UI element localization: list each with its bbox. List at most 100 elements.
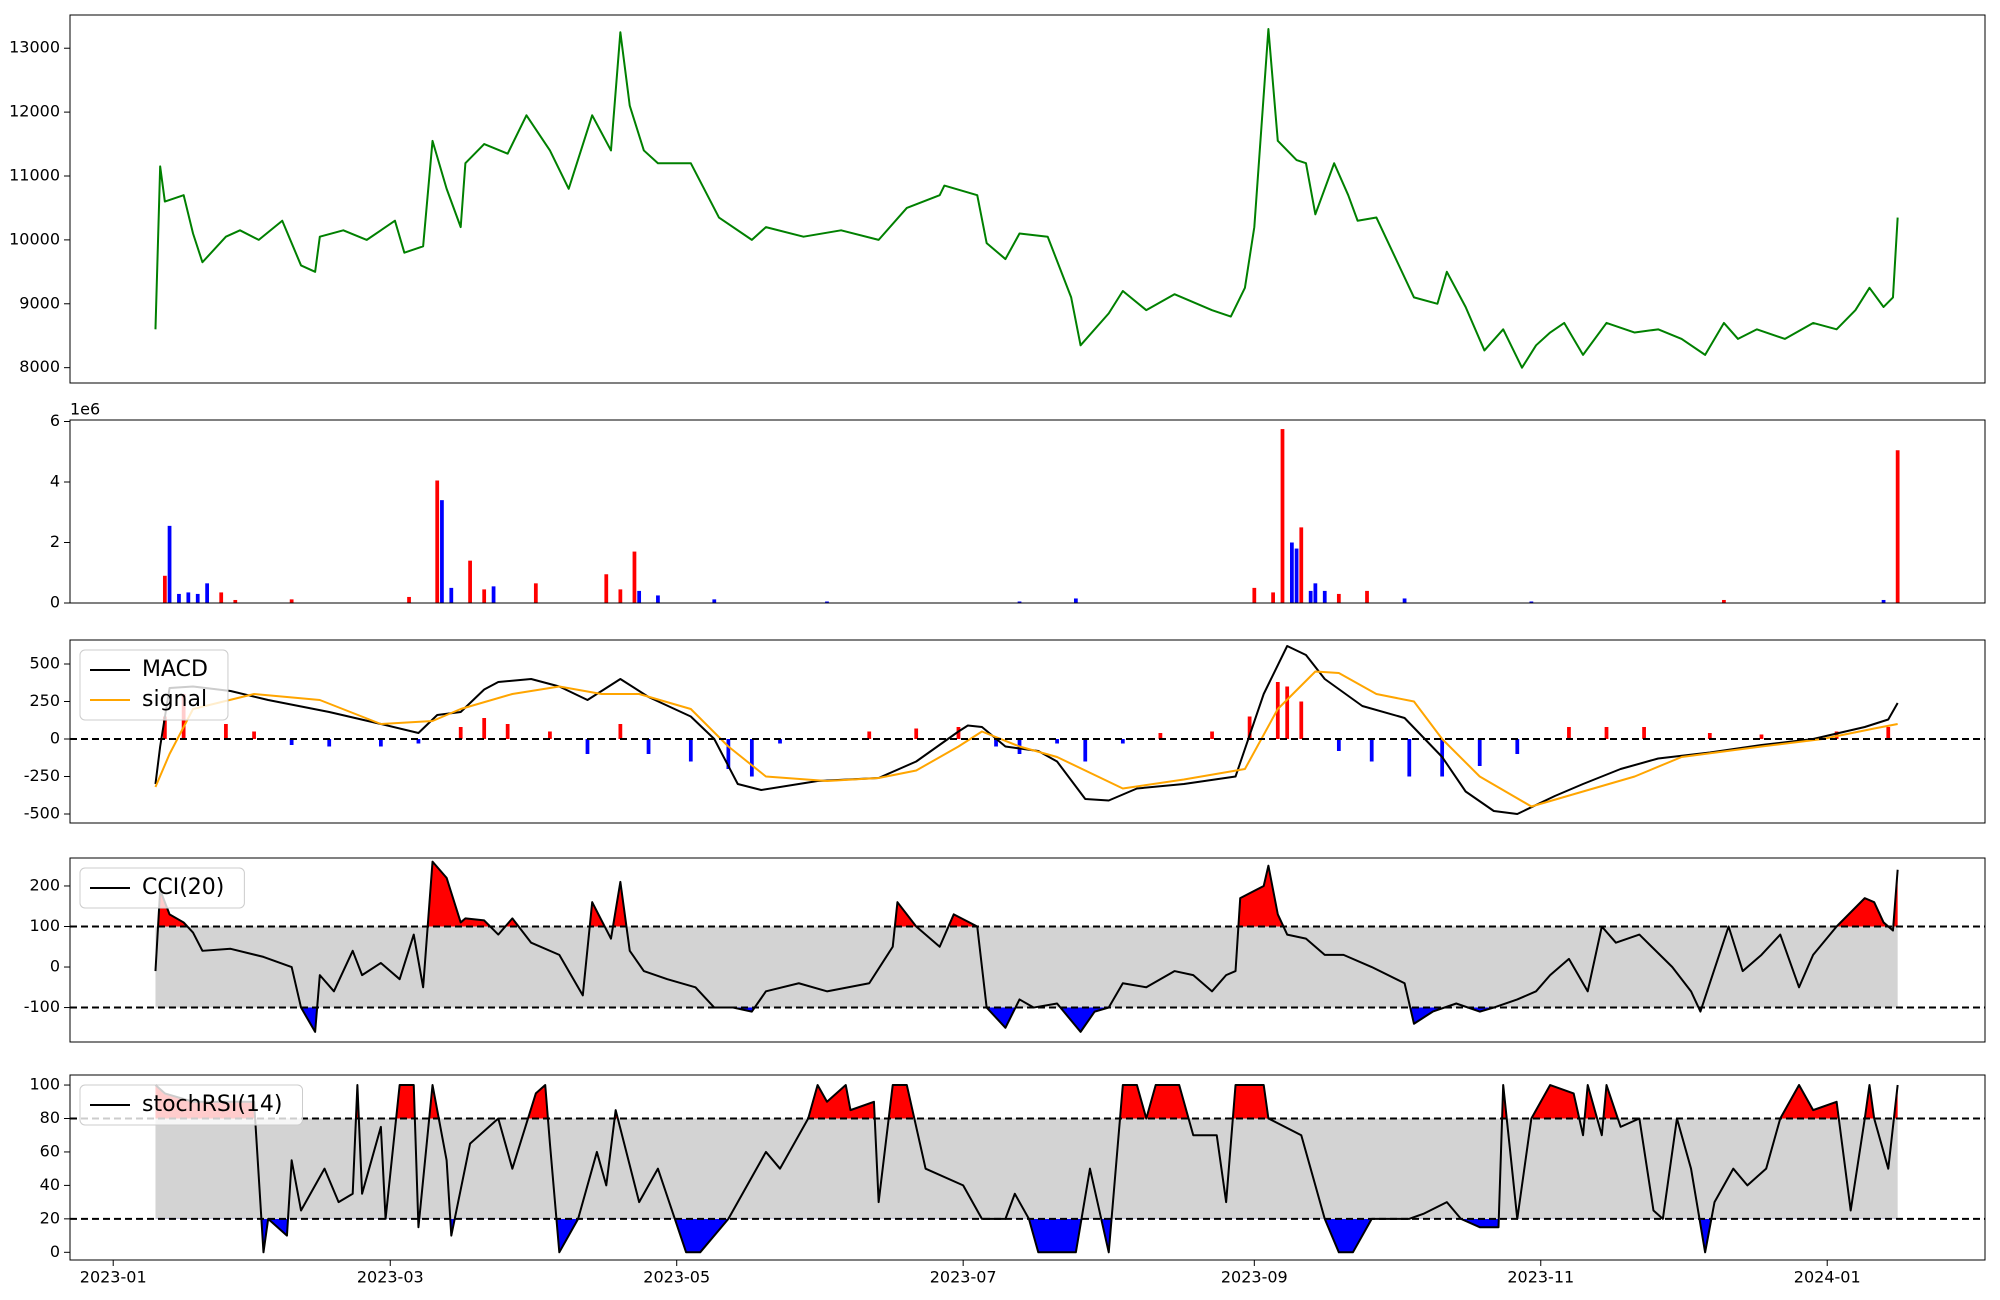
histogram-bar bbox=[1285, 686, 1290, 739]
volume-bar bbox=[1252, 587, 1257, 603]
volume-bar bbox=[219, 592, 224, 603]
volume-bar bbox=[1313, 583, 1318, 603]
histogram-bar bbox=[252, 731, 256, 739]
y-tick-label: 6 bbox=[50, 411, 60, 430]
volume-bar bbox=[632, 551, 637, 603]
legend-label: stochRSI(14) bbox=[142, 1092, 283, 1117]
x-tick-label: 2023-09 bbox=[1221, 1268, 1288, 1287]
y-tick-label: 40 bbox=[40, 1175, 60, 1194]
histogram-bar bbox=[1407, 739, 1412, 777]
histogram-bar bbox=[956, 727, 961, 739]
legend-label: signal bbox=[142, 687, 207, 712]
y-tick-label: -100 bbox=[24, 997, 60, 1016]
volume-bar bbox=[186, 592, 191, 603]
y-tick-label: 100 bbox=[29, 916, 60, 935]
volume-bar bbox=[162, 575, 167, 603]
histogram-bar bbox=[914, 728, 919, 739]
volume-bar bbox=[1881, 599, 1886, 603]
panel: 0 2 4 6 1e6 bbox=[50, 400, 1986, 612]
volume-bar bbox=[656, 595, 660, 603]
x-tick-label: 2024-01 bbox=[1794, 1268, 1861, 1287]
volume-bar bbox=[491, 586, 496, 603]
y-tick-label: 0 bbox=[50, 729, 60, 748]
histogram-bar bbox=[867, 731, 872, 739]
y-tick-label: 500 bbox=[29, 654, 60, 673]
histogram-bar bbox=[1120, 739, 1125, 744]
y-tick-label: 80 bbox=[40, 1108, 60, 1127]
axes-frame bbox=[69, 14, 1986, 384]
band-fill bbox=[155, 1118, 1898, 1219]
y-tick-label: 0 bbox=[50, 957, 60, 976]
y-tick-label: 0 bbox=[50, 593, 60, 612]
y-tick-label: -500 bbox=[24, 804, 60, 823]
histogram-bar bbox=[1886, 727, 1891, 739]
band-fill bbox=[155, 926, 1898, 1008]
volume-bar bbox=[1294, 548, 1299, 603]
volume-bar bbox=[468, 560, 472, 603]
above-fill bbox=[155, 1085, 1898, 1119]
volume-bar bbox=[289, 599, 294, 603]
histogram-bar bbox=[1369, 739, 1374, 762]
x-tick-label: 2023-05 bbox=[643, 1268, 710, 1287]
legend-box bbox=[79, 649, 229, 721]
volume-bar bbox=[177, 593, 181, 603]
volume-bar bbox=[482, 589, 487, 603]
volume-bar bbox=[533, 583, 538, 603]
histogram-bar bbox=[749, 739, 754, 777]
x-tick-label: 2023-07 bbox=[930, 1268, 997, 1287]
series-line bbox=[154, 28, 1899, 369]
histogram-bar bbox=[1567, 727, 1571, 739]
volume-bar bbox=[618, 589, 623, 603]
volume-bar bbox=[1895, 450, 1900, 603]
series-line bbox=[154, 860, 1899, 1033]
volume-bar bbox=[449, 587, 454, 603]
histogram-bar bbox=[458, 727, 463, 739]
histogram-bar bbox=[378, 739, 383, 747]
volume-bar bbox=[1722, 599, 1726, 603]
volume-bar bbox=[825, 601, 829, 603]
histogram-bar bbox=[618, 724, 623, 739]
x-tick-label: 2023-03 bbox=[357, 1268, 424, 1287]
axes-frame bbox=[69, 857, 1986, 1043]
histogram-bar bbox=[688, 739, 693, 762]
y-tick-label: 13000 bbox=[9, 38, 60, 57]
histogram-bar bbox=[1707, 733, 1712, 739]
volume-bar bbox=[1322, 590, 1327, 603]
histogram-bar bbox=[548, 731, 552, 739]
legend-label: MACD bbox=[142, 657, 208, 682]
axes-frame bbox=[69, 639, 1986, 824]
histogram-bar bbox=[1642, 727, 1646, 739]
histogram-bar bbox=[1515, 739, 1520, 754]
panel: 0 20 40 60 80 100 2023-01 2023-03 2023-05 2023-07… bbox=[29, 1074, 1986, 1287]
axes-frame bbox=[69, 1074, 1986, 1261]
y-tick-label: 9000 bbox=[19, 293, 60, 312]
volume-bar bbox=[1017, 601, 1022, 603]
legend-box bbox=[79, 1084, 303, 1126]
y-tick-label: 2 bbox=[50, 532, 60, 551]
volume-bar bbox=[604, 574, 609, 603]
legend-label: CCI(20) bbox=[142, 875, 224, 900]
axes-frame bbox=[69, 419, 1986, 604]
histogram-bar bbox=[1299, 701, 1304, 739]
panel: 8000 9000 10000 11000 12000 13000 bbox=[9, 14, 1986, 384]
panel: -100 0 100 200 CCI(20) bbox=[24, 857, 1986, 1043]
volume-bar bbox=[1271, 592, 1275, 603]
volume-bar bbox=[1299, 527, 1304, 603]
volume-bar bbox=[712, 599, 717, 603]
histogram-bar bbox=[1055, 739, 1059, 744]
y-tick-label: 12000 bbox=[9, 102, 60, 121]
volume-bar bbox=[1336, 593, 1341, 603]
y-tick-label: 250 bbox=[29, 691, 60, 710]
volume-bar bbox=[1529, 601, 1534, 603]
histogram-bar bbox=[1604, 727, 1609, 739]
y-tick-label: 4 bbox=[50, 472, 60, 491]
volume-bar bbox=[440, 500, 444, 603]
histogram-bar bbox=[289, 739, 294, 745]
volume-bar bbox=[195, 593, 200, 603]
histogram-bar bbox=[327, 739, 332, 747]
volume-bar bbox=[1402, 598, 1407, 603]
histogram-bar bbox=[162, 716, 167, 739]
histogram-bar bbox=[1759, 734, 1764, 739]
